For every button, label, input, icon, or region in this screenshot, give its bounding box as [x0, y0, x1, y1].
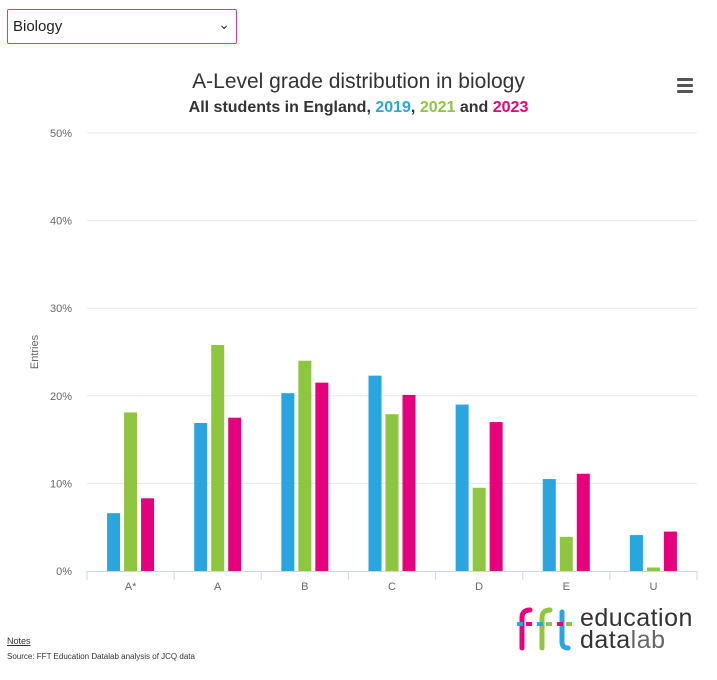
- chevron-down-icon: ⌄: [218, 16, 230, 32]
- subject-select-value: Biology: [13, 18, 63, 35]
- logo-word-lab: lab: [630, 626, 666, 654]
- x-tick-label: B: [301, 581, 308, 593]
- subject-select[interactable]: Biology ⌄: [7, 9, 237, 44]
- subtitle-year-2023: 2023: [492, 99, 529, 116]
- bar-2019: [107, 513, 121, 571]
- x-tick-label: D: [475, 581, 483, 593]
- subtitle-year-2019: 2019: [375, 99, 411, 116]
- x-tick-label: A*: [125, 581, 137, 593]
- bar-2019: [455, 404, 469, 571]
- fft-education-datalab-logo: education datalab: [516, 604, 706, 654]
- bar-2023: [402, 394, 416, 571]
- x-tick-label: C: [388, 581, 396, 593]
- chart-title: A-Level grade distribution in biology: [192, 70, 525, 93]
- x-tick-label: A: [214, 581, 222, 593]
- y-tick-label: 30%: [50, 303, 72, 315]
- bar-2019: [194, 422, 208, 571]
- logo-word-datalab: datalab: [580, 626, 666, 655]
- bar-2023: [228, 417, 242, 571]
- logo-word-education: education: [580, 604, 693, 632]
- bar-2021: [646, 567, 660, 571]
- bar-2023: [315, 382, 329, 571]
- subtitle-prefix: All students in England,: [188, 99, 376, 116]
- y-tick-label: 20%: [50, 391, 72, 403]
- bar-2019: [368, 375, 382, 571]
- hamburger-icon: [677, 78, 693, 81]
- y-axis-title: Entries: [29, 334, 41, 369]
- bar-2021: [211, 344, 225, 571]
- source-text: Source: FFT Education Datalab analysis o…: [7, 652, 195, 661]
- bar-2021: [385, 414, 399, 571]
- chart-subtitle: All students in England, 2019, 2021 and …: [0, 99, 717, 117]
- chart-menu-button[interactable]: [676, 78, 694, 94]
- bar-chart: 0% 10% 20% 30% 40% 50% Entries A* A B C D E U: [29, 128, 698, 593]
- y-tick-label: 40%: [50, 216, 72, 228]
- y-tick-label: 0%: [56, 566, 72, 578]
- bar-2019: [542, 479, 556, 571]
- notes-link[interactable]: Notes: [7, 636, 31, 646]
- bar-2021: [559, 536, 573, 571]
- bar-2019: [629, 535, 643, 571]
- bar-2021: [472, 487, 486, 571]
- y-tick-label: 10%: [50, 478, 72, 490]
- x-tick-label: U: [649, 581, 657, 593]
- x-tick-label: E: [563, 581, 570, 593]
- bar-2023: [141, 498, 155, 571]
- subtitle-sep-1: ,: [410, 99, 420, 116]
- logo-word-data: data: [580, 626, 631, 654]
- bar-2019: [281, 393, 295, 571]
- y-tick-label: 50%: [50, 128, 72, 140]
- bar-2023: [663, 531, 677, 571]
- subtitle-sep-2: and: [455, 99, 493, 116]
- bar-2021: [298, 360, 312, 571]
- bar-2023: [489, 422, 503, 571]
- subtitle-year-2021: 2021: [419, 99, 456, 116]
- fft-logo-mark: [517, 607, 572, 651]
- bar-2021: [124, 412, 138, 571]
- bar-2023: [576, 473, 590, 571]
